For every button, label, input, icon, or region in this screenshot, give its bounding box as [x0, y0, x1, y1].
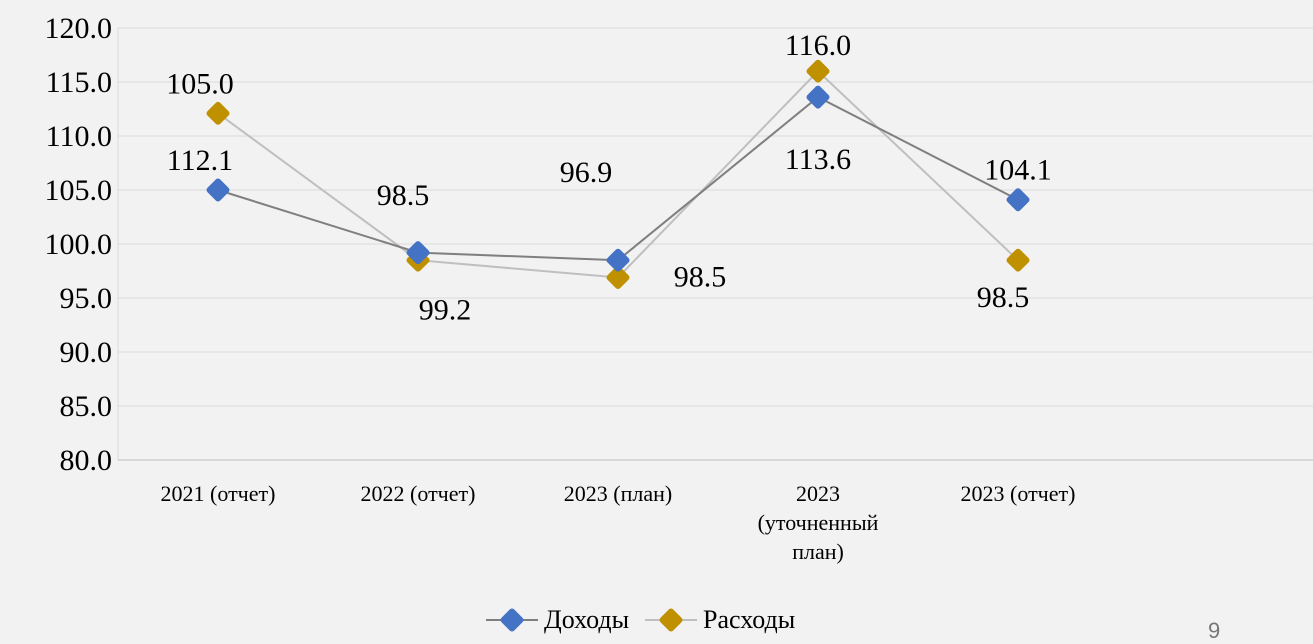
- data-label: 112.1: [167, 144, 233, 177]
- data-label: 104.1: [984, 154, 1052, 187]
- data-point-marker: [806, 59, 830, 83]
- series-lines: [217, 69, 1019, 279]
- x-axis-ticks: 2021 (отчет) 2022 (отчет) 2023 (план) 2023(…: [161, 481, 1076, 564]
- page-number: 9: [1208, 618, 1221, 643]
- legend-swatch-dohody: [486, 608, 538, 632]
- y-tick-label: 105.0: [45, 174, 113, 207]
- chart-grid: [117, 27, 1313, 461]
- data-point-marker: [606, 248, 630, 272]
- data-label: 98.5: [377, 179, 430, 212]
- x-tick-label: 2022 (отчет): [361, 481, 476, 506]
- legend-item-rashody: Расходы: [643, 605, 795, 635]
- data-label: 105.0: [166, 67, 234, 100]
- legend: Доходы Расходы: [484, 604, 795, 636]
- data-label: 96.9: [560, 156, 613, 189]
- y-tick-label: 95.0: [60, 282, 113, 315]
- y-tick-label: 85.0: [60, 390, 113, 423]
- legend-swatch-rashody: [645, 608, 698, 632]
- x-tick-label: 2023 (план): [564, 481, 672, 506]
- y-tick-label: 115.0: [46, 66, 112, 99]
- y-tick-label: 120.0: [45, 12, 113, 45]
- data-labels: 112.1 99.2 96.9 113.6 104.1 105.0 98.5 98.5 116.…: [166, 29, 1052, 326]
- x-tick-label: 2023 (отчет): [961, 481, 1076, 506]
- series-line-1: [217, 69, 1019, 279]
- x-tick-label: 2021 (отчет): [161, 481, 276, 506]
- y-tick-label: 80.0: [60, 444, 113, 477]
- data-label: 99.2: [419, 294, 472, 327]
- data-point-marker: [606, 265, 630, 289]
- data-point-marker: [1006, 248, 1030, 272]
- x-tick-label: 2023 (уточненный план): [758, 481, 879, 564]
- data-label: 113.6: [785, 143, 851, 176]
- series-line-0: [217, 95, 1019, 262]
- y-tick-label: 100.0: [45, 228, 113, 261]
- data-point-marker: [406, 241, 430, 265]
- data-point-marker: [206, 101, 230, 125]
- y-tick-label: 90.0: [60, 336, 113, 369]
- data-label: 98.5: [674, 260, 727, 293]
- y-axis-ticks: 80.0 85.0 90.0 95.0 100.0 105.0 110.0 115.0 120.…: [45, 12, 113, 477]
- data-point-marker: [1006, 188, 1030, 212]
- data-label: 116.0: [785, 29, 851, 62]
- legend-item-dohody: Доходы: [484, 605, 629, 635]
- legend-label-dohody: Доходы: [544, 605, 630, 634]
- data-point-marker: [806, 85, 830, 109]
- legend-label-rashody: Расходы: [703, 605, 796, 634]
- y-tick-label: 110.0: [46, 120, 112, 153]
- data-point-marker: [206, 178, 230, 202]
- data-label: 98.5: [977, 281, 1030, 314]
- series-markers: [206, 59, 1030, 289]
